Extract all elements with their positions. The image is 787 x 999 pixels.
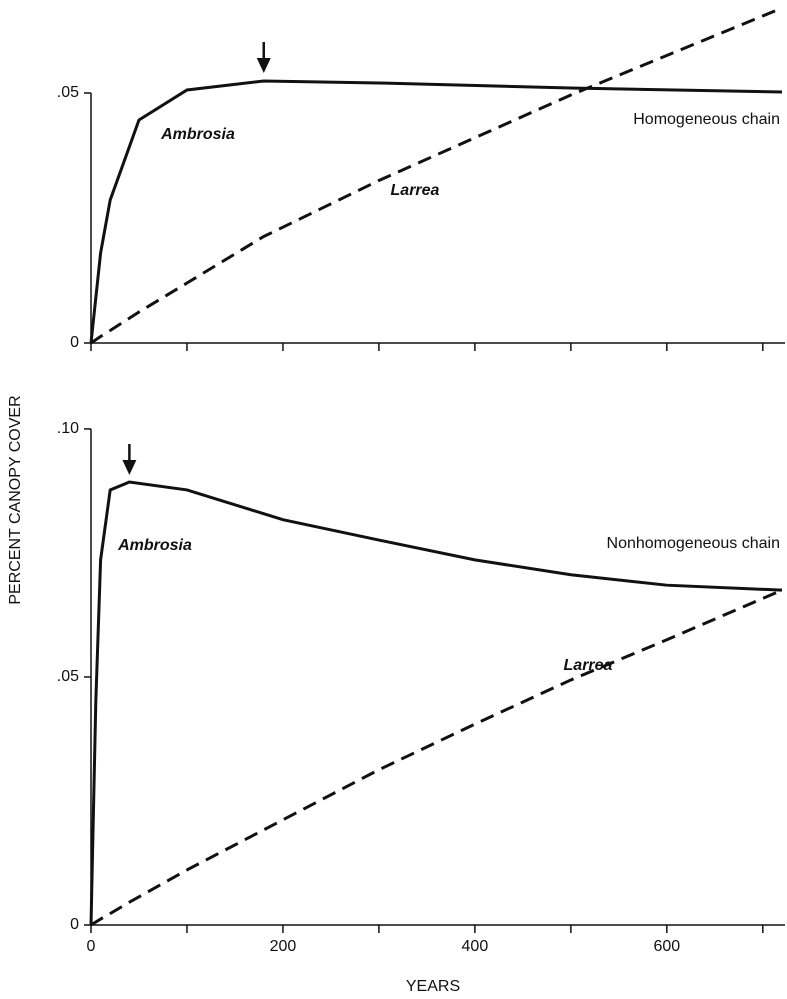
y-tick-label: .10 xyxy=(57,420,79,437)
series-line xyxy=(90,6,783,345)
series-label: Larrea xyxy=(564,657,613,674)
arrow-head xyxy=(122,460,137,475)
y-tick-label: .05 xyxy=(57,668,79,685)
series-line xyxy=(90,588,783,927)
x-tick-label: 600 xyxy=(653,938,680,955)
x-tick-label: 0 xyxy=(87,938,96,955)
x-tick-label: 400 xyxy=(462,938,489,955)
series-label: Ambrosia xyxy=(117,537,192,554)
series-line xyxy=(89,480,783,926)
series-label: Ambrosia xyxy=(160,126,235,143)
y-tick-label: .05 xyxy=(57,84,79,101)
series-label: Larrea xyxy=(391,182,440,199)
y-tick-label: 0 xyxy=(70,916,79,933)
panel-label: Homogeneous chain xyxy=(633,111,780,128)
x-tick-label: 200 xyxy=(270,938,297,955)
y-tick-label: 0 xyxy=(70,334,79,351)
x-axis-label: YEARS xyxy=(406,978,460,995)
series-line xyxy=(89,79,783,344)
arrow-head xyxy=(256,58,271,73)
y-axis-label: PERCENT CANOPY COVER xyxy=(7,395,24,604)
panel-label: Nonhomogeneous chain xyxy=(607,535,780,552)
